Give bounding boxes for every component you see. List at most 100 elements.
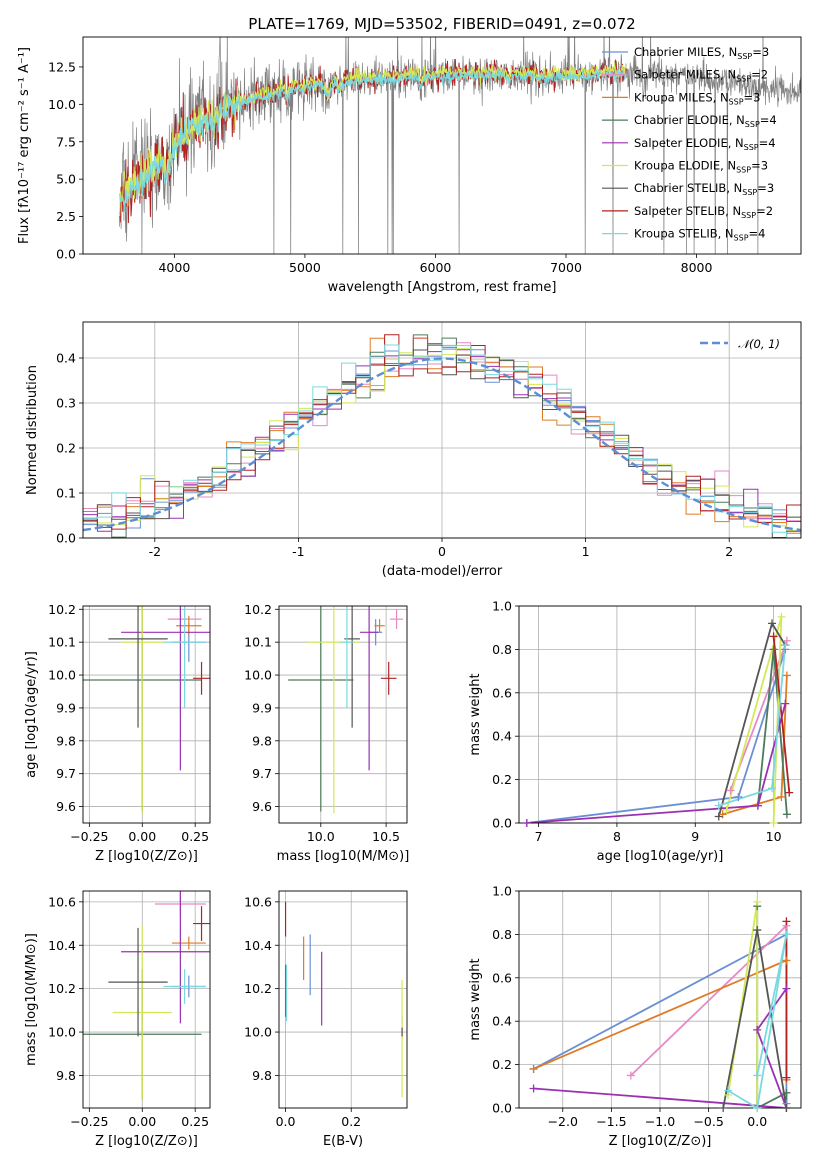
y-tick-label: 9.8	[56, 1068, 76, 1083]
y-tick-label: 0.0	[492, 816, 512, 831]
point-marker-salpeter_stelib	[782, 917, 791, 926]
point-marker-salpeter_stelib	[785, 788, 794, 797]
x-tick-label: 7	[535, 829, 543, 844]
legend-label-value: =4	[749, 227, 766, 241]
y-tick-label: 10.4	[48, 938, 76, 953]
y-tick-label: 0.2	[56, 441, 76, 456]
plot-area-weight-vs-age	[526, 616, 791, 823]
panel-age-vs-z: −0.25 0.00 0.25 9.6 9.7 9.8 9.9 10.0 10.1 10.2 Z […	[24, 602, 211, 864]
legend-label-text: Salpeter MILES, N	[634, 68, 736, 82]
point-marker-chabrier_stelib	[782, 1104, 791, 1112]
legend-label-subscript: SSP	[742, 188, 757, 197]
point-marker-salpeter_elodie	[782, 984, 791, 993]
point-marker-chabrier_miles	[734, 792, 743, 801]
legend-label-value: =2	[756, 204, 773, 218]
y-axis-label: age [log10(age/yr)]	[24, 651, 39, 778]
legend-label-subscript: SSP	[744, 143, 759, 152]
x-tick-label: 10.0	[307, 829, 335, 844]
panel-spectrum: 4000 5000 6000 7000 8000 0.0 2.5 5.0 7.5 10.0 12.5…	[17, 15, 802, 295]
legend-label-subscript: SSP	[736, 166, 751, 175]
y-axis-label: mass weight	[468, 958, 483, 1040]
y-tick-label: 10.2	[48, 981, 76, 996]
y-tick-label: 9.9	[252, 700, 272, 715]
series-line-salpeter_elodie	[526, 703, 787, 823]
point-marker-kroupa_stelib	[768, 784, 777, 793]
panel-residuals: -2 -1 0 1 2 0.0 0.1 0.2 0.3 0.4 (data-model)/error…	[25, 321, 802, 579]
x-tick-label: 0.25	[181, 1114, 209, 1129]
legend-label-normal: 𝒩(0, 1)	[738, 337, 780, 351]
point-marker-kroupa_elodie	[777, 612, 786, 621]
point-marker-chabrier_stelib	[768, 619, 777, 628]
y-tick-label: 0.4	[492, 729, 512, 744]
point-marker-kroupa_stelib	[724, 1086, 733, 1095]
legend-label-value: =3	[751, 159, 768, 173]
legend-label-text: Chabrier MILES, N	[634, 45, 737, 59]
point-marker-chabrier_elodie	[769, 645, 778, 654]
x-axis-label: (data-model)/error	[382, 564, 503, 579]
y-tick-label: 10.0	[48, 1025, 76, 1040]
y-tick-label: 1.0	[492, 599, 512, 614]
point-marker-kroupa_stelib	[753, 1071, 762, 1080]
y-tick-label: 0.6	[492, 970, 512, 985]
x-tick-label: −2.0	[548, 1114, 578, 1129]
y-tick-label: 0.0	[492, 1101, 512, 1116]
point-marker-kroupa_stelib	[753, 1104, 762, 1112]
x-tick-label: −0.25	[70, 829, 108, 844]
y-tick-label: 0.2	[492, 772, 512, 787]
axes-frame	[518, 605, 802, 824]
x-axis-label: Z [log10(Z/Z⊙)]	[609, 1134, 712, 1149]
axes-frame	[82, 321, 802, 539]
axes-frame	[278, 605, 408, 824]
y-tick-label: 0.1	[56, 486, 76, 501]
point-marker-salpeter_elodie	[753, 1025, 762, 1034]
x-tick-label: 8000	[681, 260, 713, 275]
y-tick-label: 0.8	[492, 642, 512, 657]
point-marker-salpeter_elodie	[753, 801, 762, 810]
y-tick-label: 0.4	[56, 351, 76, 366]
point-marker-chabrier_stelib	[714, 812, 723, 821]
y-axis-label: mass [log10(M/M⊙)]	[24, 933, 39, 1066]
x-axis-label: Z [log10(Z/Z⊙)]	[95, 1134, 198, 1149]
legend-label-kroupa_stelib: Kroupa STELIB, NSSP=4	[634, 227, 765, 243]
point-marker-chabrier_stelib	[753, 926, 762, 935]
legend-label-text: Chabrier STELIB, N	[634, 181, 742, 195]
point-marker-salpeter_elodie	[781, 699, 790, 708]
y-tick-label: 9.8	[252, 1068, 272, 1083]
x-tick-label: −0.5	[693, 1114, 723, 1129]
y-tick-label: 10.0	[48, 668, 76, 683]
legend-label-subscript: SSP	[737, 52, 752, 61]
x-tick-label: 6000	[420, 260, 452, 275]
y-tick-label: 10.6	[48, 894, 76, 909]
point-marker-kroupa_elodie	[722, 805, 731, 814]
x-tick-label: 9	[691, 829, 699, 844]
legend-label-chabrier_stelib: Chabrier STELIB, NSSP=3	[634, 181, 774, 197]
y-tick-label: 10.0	[48, 97, 76, 112]
point-marker-kroupa_miles	[782, 956, 791, 965]
panel-weight-vs-z: −2.0 −1.5 −1.0 −0.5 0.0 0.0 0.2 0.4 0.6 0.8 1.0 Z […	[468, 884, 802, 1149]
model-spectrum-kroupa_stelib	[119, 66, 627, 212]
legend-label-value: =3	[757, 181, 774, 195]
y-tick-label: 0.6	[492, 685, 512, 700]
x-tick-label: 0.2	[341, 1114, 361, 1129]
y-tick-label: 10.4	[244, 938, 272, 953]
y-tick-label: 5.0	[56, 172, 76, 187]
x-axis-label: mass [log10(M/M⊙)]	[277, 849, 410, 864]
point-marker-salpeter_miles	[626, 1071, 635, 1080]
panel-mass-vs-ebv: 0.0 0.2 9.8 10.0 10.2 10.4 10.6 E(B-V)	[244, 890, 408, 1149]
series-line-salpeter_stelib	[772, 636, 791, 793]
legend-label-salpeter_elodie: Salpeter ELODIE, NSSP=4	[634, 136, 776, 152]
y-tick-label: 10.2	[244, 981, 272, 996]
y-tick-label: 9.8	[252, 733, 272, 748]
point-marker-salpeter_elodie	[529, 1084, 538, 1093]
y-tick-label: 9.7	[252, 766, 272, 781]
point-marker-salpeter_miles	[726, 786, 735, 795]
panel-mass-vs-z: −0.25 0.00 0.25 9.8 10.0 10.2 10.4 10.6 Z [log10…	[24, 890, 211, 1149]
y-tick-label: 9.8	[56, 733, 76, 748]
y-axis-label: Normed distribution	[25, 365, 40, 495]
legend-label-text: Kroupa MILES, N	[634, 90, 729, 104]
legend-label-subscript: SSP	[729, 97, 744, 106]
plot-area-age-vs-mass	[288, 606, 404, 814]
axes-frame	[82, 890, 211, 1109]
legend-label-kroupa_miles: Kroupa MILES, NSSP=3	[634, 90, 760, 106]
plot-area-mass-vs-z	[83, 891, 210, 1100]
